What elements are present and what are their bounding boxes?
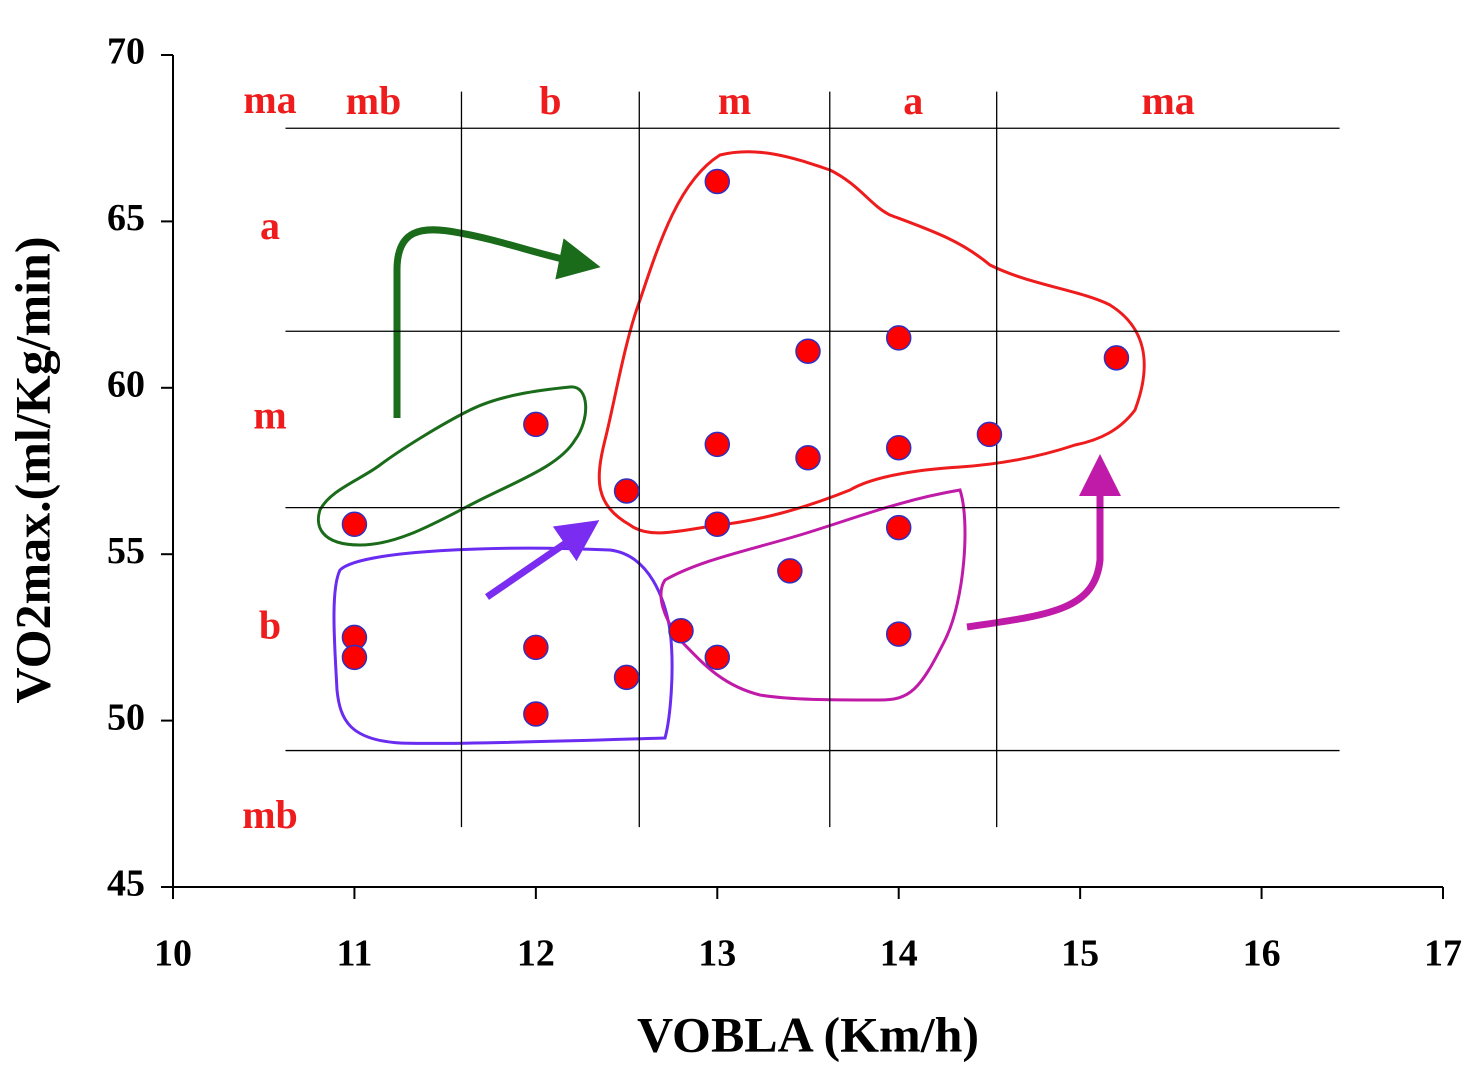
x-tick-label: 17 bbox=[1424, 933, 1462, 975]
point bbox=[704, 431, 731, 458]
annotation-shapes bbox=[316, 150, 1146, 745]
zone-label: m bbox=[718, 78, 751, 123]
purple-group-outline bbox=[659, 488, 967, 702]
point bbox=[795, 444, 821, 471]
point bbox=[523, 701, 549, 727]
point bbox=[613, 664, 640, 691]
y-tick-label: 70 bbox=[107, 31, 145, 73]
zone-label: mb bbox=[242, 792, 298, 837]
point bbox=[976, 421, 1003, 448]
point bbox=[341, 511, 368, 537]
x-tick-label: 12 bbox=[517, 933, 555, 975]
green-group-outline bbox=[316, 385, 588, 547]
green-arrow bbox=[393, 226, 601, 418]
point bbox=[885, 434, 912, 461]
point bbox=[341, 644, 368, 671]
zone-label: b bbox=[539, 78, 561, 123]
point bbox=[1103, 345, 1130, 371]
zone-label: mb bbox=[346, 78, 402, 123]
x-tick-label: 11 bbox=[336, 933, 372, 975]
purple-arrow bbox=[966, 454, 1121, 631]
red-group-outline bbox=[597, 150, 1146, 535]
y-tick-label: 45 bbox=[107, 863, 145, 905]
point bbox=[885, 325, 912, 351]
x-tick-label: 10 bbox=[154, 933, 192, 975]
point bbox=[523, 411, 549, 438]
point bbox=[885, 621, 912, 647]
point bbox=[795, 338, 821, 364]
point bbox=[613, 478, 640, 504]
point bbox=[777, 558, 803, 584]
y-tick-label: 55 bbox=[107, 530, 145, 572]
point bbox=[523, 634, 549, 661]
zone-label: m bbox=[253, 393, 286, 438]
zone-label: a bbox=[903, 78, 923, 123]
x-tick-label: 14 bbox=[880, 933, 918, 975]
x-tick-label: 16 bbox=[1243, 933, 1281, 975]
y-tick-label: 50 bbox=[107, 696, 145, 738]
y-tick-label: 60 bbox=[107, 364, 145, 406]
blue-group-outline bbox=[332, 546, 674, 745]
zone-label: a bbox=[260, 203, 280, 248]
x-axis-title: VOBLA (Km/h) bbox=[637, 1006, 979, 1062]
zone-label: b bbox=[259, 602, 281, 647]
point bbox=[885, 514, 912, 541]
blue-arrow bbox=[485, 520, 600, 600]
x-tick-label: 15 bbox=[1061, 933, 1099, 975]
point bbox=[668, 617, 694, 644]
zone-label: ma bbox=[243, 77, 296, 122]
point bbox=[704, 168, 731, 195]
x-tick-label: 13 bbox=[698, 933, 736, 975]
zone-label: ma bbox=[1141, 78, 1194, 123]
y-axis-title: VO2max.(ml/Kg/min) bbox=[4, 236, 60, 703]
point bbox=[704, 644, 731, 671]
y-tick-label: 65 bbox=[107, 197, 145, 239]
point bbox=[704, 511, 731, 537]
